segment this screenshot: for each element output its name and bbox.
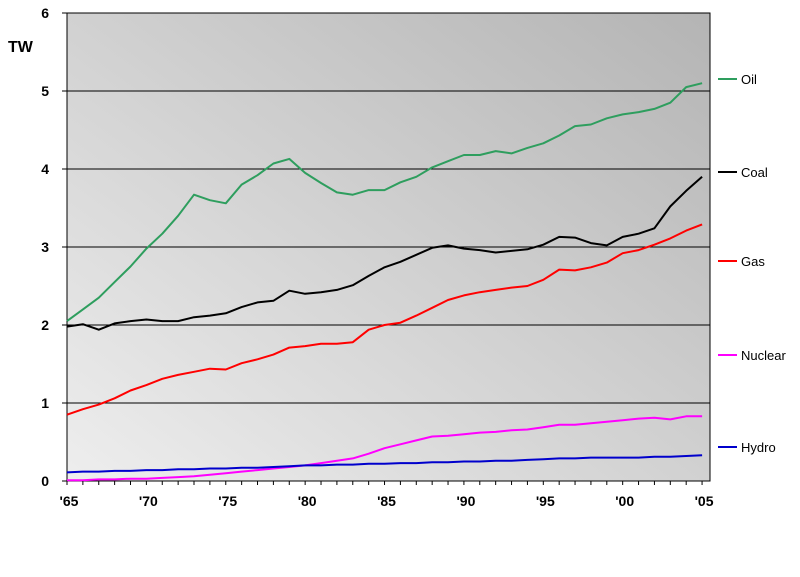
series-line-gas bbox=[66, 223, 703, 416]
y-axis: 0 1 2 3 4 5 6 bbox=[41, 5, 67, 489]
legend: Oil Coal Gas Nuclear Hydro bbox=[718, 72, 786, 455]
y-tick-label: 6 bbox=[41, 5, 49, 21]
x-tick-label: '80 bbox=[298, 493, 317, 509]
legend-label-oil: Oil bbox=[741, 72, 757, 87]
y-tick-label: 3 bbox=[41, 239, 49, 255]
series-line-hydro bbox=[66, 454, 703, 474]
series-line-oil bbox=[66, 82, 703, 322]
y-tick-label: 1 bbox=[41, 395, 49, 411]
y-axis-label: TW bbox=[8, 39, 34, 56]
x-tick-label: '85 bbox=[377, 493, 396, 509]
x-tick-label: '70 bbox=[139, 493, 158, 509]
legend-label-coal: Coal bbox=[741, 165, 768, 180]
y-tick-label: 2 bbox=[41, 317, 49, 333]
y-tick-label: 5 bbox=[41, 83, 49, 99]
x-tick-label: '65 bbox=[60, 493, 79, 509]
legend-label-nuclear: Nuclear bbox=[741, 348, 786, 363]
x-axis: '65 '70 '75 '80 '85 '90 '95 '00 '05 bbox=[60, 481, 714, 509]
x-tick-label: '05 bbox=[695, 493, 714, 509]
x-tick-label: '95 bbox=[536, 493, 555, 509]
x-tick-label: '00 bbox=[615, 493, 634, 509]
legend-label-hydro: Hydro bbox=[741, 440, 776, 455]
series-lines bbox=[66, 82, 703, 482]
series-line-nuclear bbox=[67, 415, 703, 482]
y-tick-label: 4 bbox=[41, 161, 49, 177]
legend-label-gas: Gas bbox=[741, 254, 765, 269]
x-tick-label: '75 bbox=[218, 493, 237, 509]
x-tick-label: '90 bbox=[456, 493, 475, 509]
series-line-coal bbox=[66, 176, 703, 331]
y-tick-label: 0 bbox=[41, 473, 49, 489]
